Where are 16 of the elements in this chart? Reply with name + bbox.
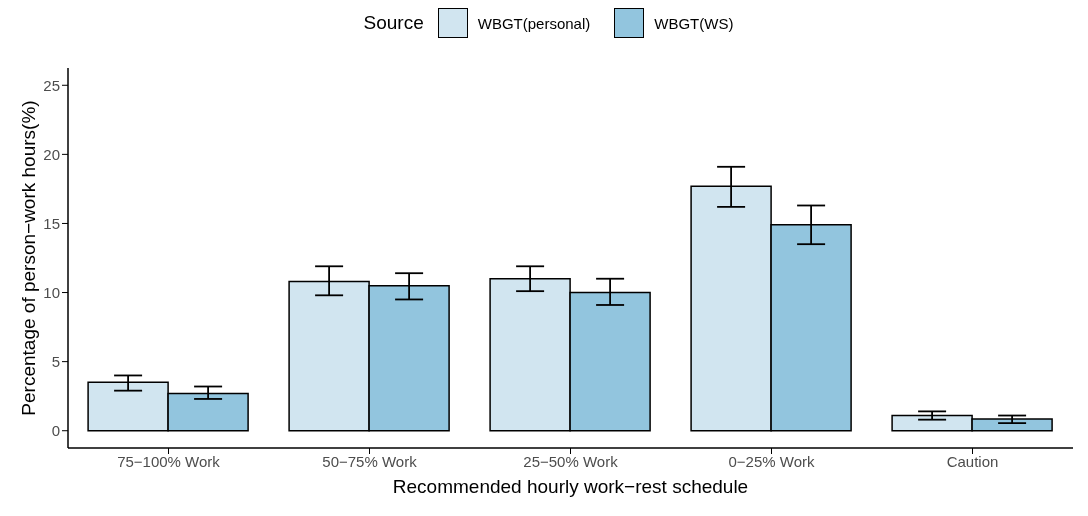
legend-title: Source: [363, 12, 424, 34]
y-tick-label: 0: [51, 422, 60, 440]
legend-label: WBGT(WS): [654, 14, 734, 32]
y-tick-label: 5: [51, 352, 60, 370]
x-axis-title: Recommended hourly work−rest schedule: [392, 476, 749, 498]
y-tick-label: 15: [43, 214, 60, 232]
y-tick-label: 20: [43, 145, 60, 163]
x-tick-label: 0−25% Work: [728, 452, 816, 470]
y-axis-title: Percentage of person−work hours(%): [17, 100, 39, 416]
y-tick-label: 10: [43, 283, 60, 301]
x-tick-label: 50−75% Work: [322, 452, 418, 470]
x-tick-label: 75−100% Work: [117, 452, 221, 470]
legend-label: WBGT(personal): [477, 14, 591, 32]
x-tick-label: 25−50% Work: [523, 452, 619, 470]
x-tick-label: Caution: [946, 452, 999, 470]
y-tick-label: 25: [43, 76, 60, 94]
